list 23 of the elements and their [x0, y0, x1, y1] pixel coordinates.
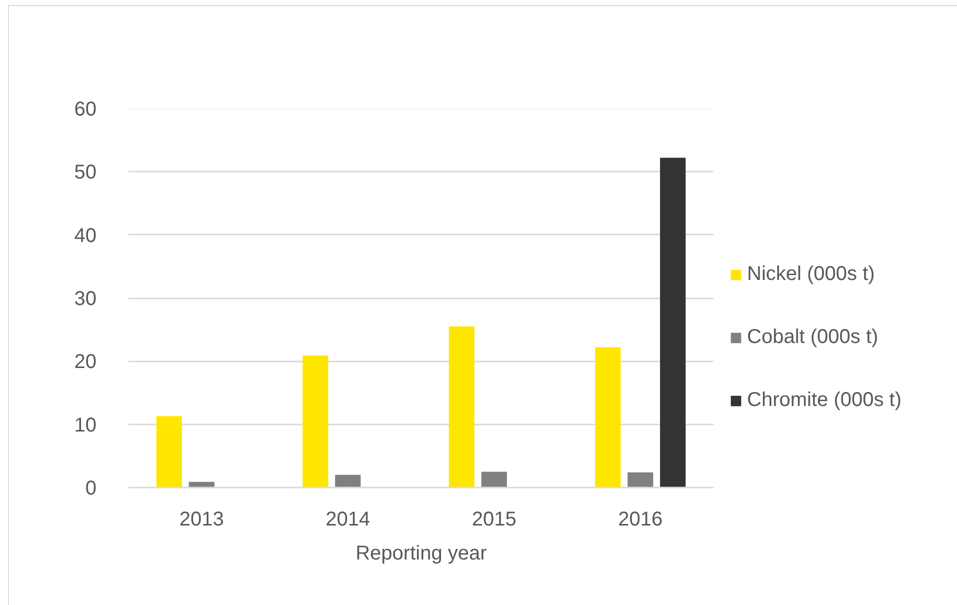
y-tick-label: 0 — [85, 478, 96, 500]
bar — [481, 472, 507, 488]
bar — [628, 472, 654, 488]
x-axis-title: Reporting year — [356, 542, 488, 564]
legend-label: Cobalt (000s t) — [747, 326, 878, 349]
bar — [335, 474, 361, 488]
y-tick-label: 10 — [74, 414, 97, 436]
legend-label: Nickel (000s t) — [747, 263, 875, 286]
x-tick-label: 2014 — [326, 508, 370, 530]
bar — [302, 355, 328, 488]
x-tick-label: 2013 — [179, 508, 224, 530]
bar — [660, 158, 686, 488]
y-tick-label: 60 — [74, 98, 97, 120]
bar — [156, 416, 182, 488]
y-tick-label: 50 — [74, 162, 97, 184]
x-tick-label: 2016 — [618, 508, 663, 530]
y-tick-label: 20 — [74, 351, 97, 374]
y-tick-label: 40 — [74, 224, 97, 247]
bar — [595, 347, 621, 488]
bar — [448, 326, 474, 488]
x-tick-label: 2015 — [472, 508, 516, 530]
y-tick-label: 30 — [74, 288, 97, 310]
legend-label: Chromite (000s t) — [747, 389, 902, 412]
